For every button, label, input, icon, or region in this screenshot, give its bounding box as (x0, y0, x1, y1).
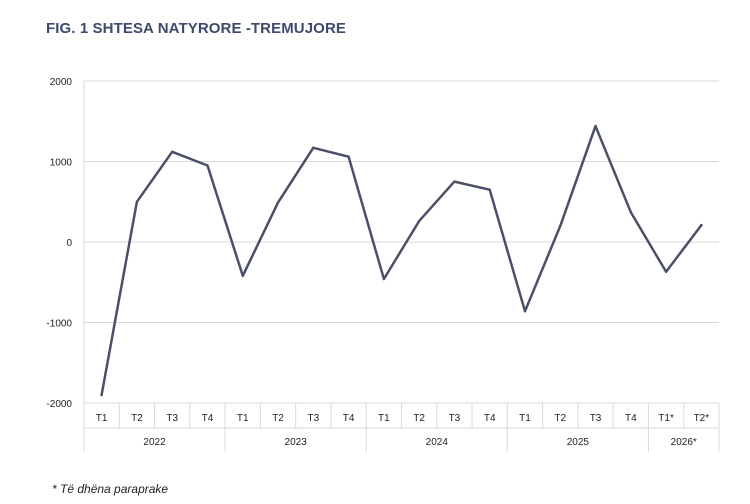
y-tick-label: 0 (66, 238, 72, 249)
data-point (241, 274, 244, 278)
x-tick-label: T3 (449, 413, 461, 424)
x-tick-label: T4 (484, 413, 496, 424)
footnote: * Të dhëna paraprake (52, 482, 169, 496)
data-point (347, 155, 350, 158)
x-tick-label: T1 (378, 413, 390, 424)
data-point (206, 164, 209, 167)
x-tick-label: T3 (307, 413, 319, 424)
x-tick-label: T4 (343, 413, 355, 424)
data-point (100, 393, 103, 397)
year-label: 2023 (285, 437, 308, 448)
data-point (523, 310, 527, 313)
x-tick-label: T2 (131, 413, 143, 424)
gridlines (84, 80, 719, 404)
x-tick-label: T2 (413, 413, 425, 424)
x-tick-label: T1 (237, 413, 249, 424)
data-point (276, 201, 280, 204)
data-point (559, 224, 562, 228)
y-tick-label: 2000 (50, 77, 73, 88)
x-tick-label: T3 (590, 413, 602, 424)
y-tick-label: 1000 (50, 158, 73, 169)
data-point (664, 270, 668, 273)
year-label: 2022 (143, 437, 166, 448)
data-point (700, 223, 703, 227)
x-tick-label: T4 (625, 413, 637, 424)
series (100, 124, 703, 397)
y-tick-label: -1000 (46, 319, 72, 330)
series-line (100, 124, 703, 397)
x-tick-label: T2* (694, 413, 710, 424)
y-tick-label: -2000 (46, 399, 72, 410)
data-point (629, 211, 633, 214)
data-point (312, 146, 315, 150)
year-label: 2026* (671, 437, 697, 448)
data-point (594, 124, 597, 128)
x-tick-label: T2 (554, 413, 566, 424)
data-point (417, 219, 421, 223)
x-tick-label: T4 (202, 413, 214, 424)
x-tick-label: T1 (96, 413, 108, 424)
x-tick-label: T2 (272, 413, 284, 424)
x-axis: T1 T2 T3 T4 T1 T2 T3 T4 T1 T2 T3 T4 T1 T2 T3 T4 T1* T2* 20… (83, 403, 720, 452)
x-tick-label: T1 (519, 413, 531, 424)
year-label: 2024 (426, 437, 449, 448)
data-point (453, 180, 456, 183)
data-point (170, 150, 174, 154)
data-point (135, 200, 139, 203)
data-point (382, 277, 386, 281)
chart-title: FIG. 1 SHTESA NATYRORE -TREMUJORE (46, 20, 346, 37)
year-label: 2025 (567, 437, 590, 448)
x-tick-label: T1* (658, 413, 674, 424)
data-point (488, 188, 491, 191)
x-tick-label: T3 (166, 413, 178, 424)
y-axis: 2000 1000 0 -1000 -2000 (46, 77, 85, 410)
